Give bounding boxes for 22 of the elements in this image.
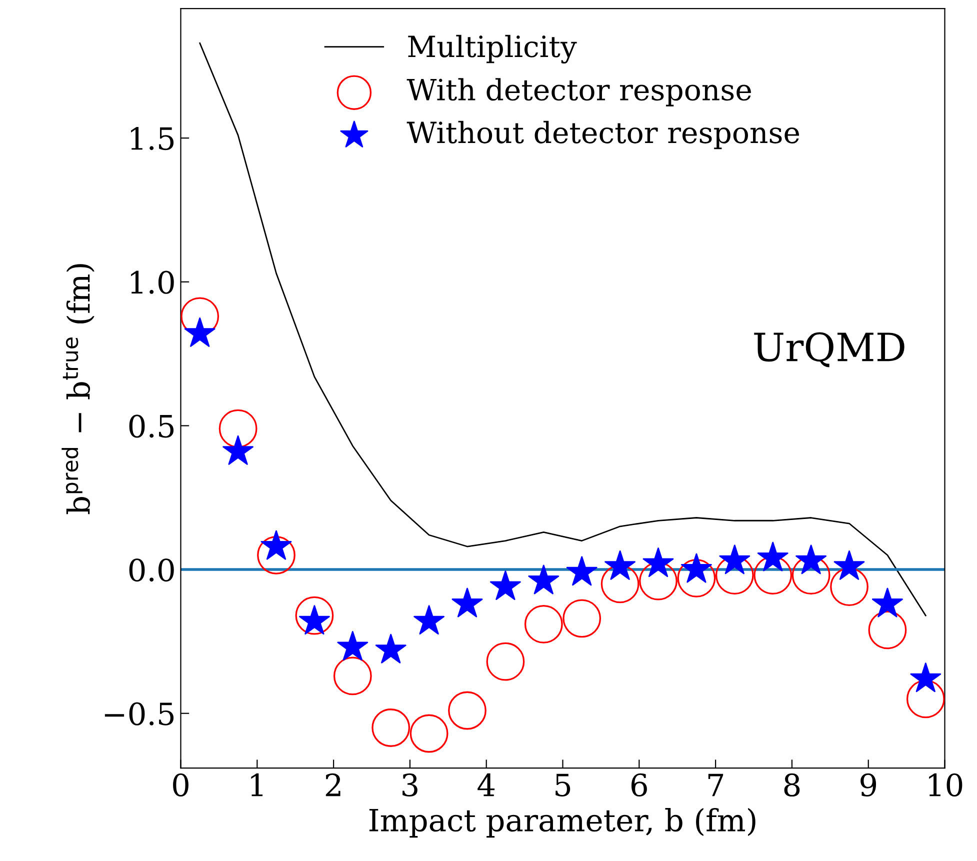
x-tick-label: 3 bbox=[402, 773, 418, 797]
x-axis-title: Impact parameter, b (fm) bbox=[369, 808, 756, 838]
x-tick-label: 5 bbox=[556, 774, 570, 797]
annotation: UrQMD bbox=[754, 332, 904, 368]
y-tick-label: 0.0 bbox=[129, 558, 174, 582]
y-tick-label: 1.5 bbox=[131, 126, 174, 150]
x-tick-label: 7 bbox=[708, 774, 724, 796]
x-tick-label: 4 bbox=[478, 773, 495, 796]
x-tick-label: 6 bbox=[631, 773, 647, 797]
x-tick-label: 0 bbox=[173, 773, 188, 797]
x-tick-label: 2 bbox=[326, 773, 340, 796]
y-axis-title: b$^{pred}$ − b$^{true}$ (fm) bbox=[62, 264, 94, 514]
y-tick-label: 1.0 bbox=[131, 270, 174, 294]
x-tick-label: 8 bbox=[784, 773, 800, 797]
x-tick-label: 1 bbox=[251, 773, 263, 796]
legend-label: Multiplicity bbox=[408, 34, 577, 64]
x-tick-label: 9 bbox=[860, 773, 876, 797]
legend-label: With detector response bbox=[406, 78, 751, 106]
legend-label: Without detector response bbox=[406, 120, 800, 150]
y-tick-label: −0.5 bbox=[104, 702, 174, 726]
y-tick-label: 0.5 bbox=[129, 414, 174, 438]
x-tick-label: 10 bbox=[929, 773, 962, 797]
